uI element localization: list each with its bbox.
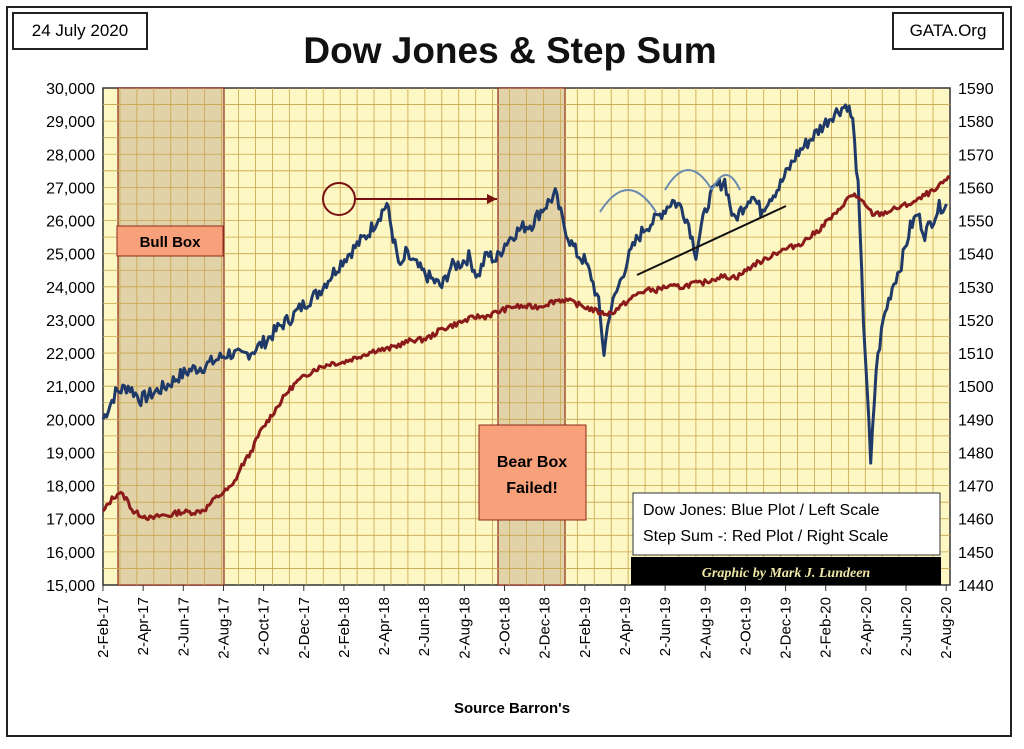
peak-arc bbox=[599, 189, 657, 213]
y-right-tick-label: 1450 bbox=[958, 545, 994, 562]
y-right-tick-label: 1480 bbox=[958, 445, 994, 462]
x-tick-label: 2-Oct-18 bbox=[497, 597, 514, 655]
legend-step-sum: Step Sum -: Red Plot / Right Scale bbox=[643, 528, 889, 545]
y-right-tick-label: 1530 bbox=[958, 280, 994, 297]
legend-box bbox=[632, 492, 941, 556]
series-lines bbox=[101, 103, 951, 522]
x-tick-label: 2-Dec-17 bbox=[296, 597, 313, 659]
y-left-tick-label: 18,000 bbox=[46, 479, 95, 496]
y-right-tick-label: 1440 bbox=[958, 578, 994, 595]
y-right-tick-label: 1550 bbox=[958, 214, 994, 231]
y-left-tick-label: 22,000 bbox=[46, 346, 95, 363]
x-tick-label: 2-Dec-19 bbox=[778, 597, 795, 659]
source-label: GATA.Org bbox=[892, 12, 1004, 50]
x-tick-label: 2-Oct-17 bbox=[256, 597, 273, 655]
x-tick-label: 2-Jun-18 bbox=[416, 597, 433, 656]
dow-jones-line bbox=[101, 103, 948, 465]
y-left-tick-label: 30,000 bbox=[46, 81, 95, 98]
y-right-tick-label: 1490 bbox=[958, 412, 994, 429]
chart-title: Dow Jones & Step Sum bbox=[303, 30, 717, 71]
x-tick-label: 2-Feb-17 bbox=[95, 597, 112, 658]
x-tick-label: 2-Apr-20 bbox=[858, 597, 875, 655]
date-label: 24 July 2020 bbox=[12, 12, 148, 50]
y-right-tick-label: 1590 bbox=[958, 81, 994, 98]
x-tick-label: 2-Aug-17 bbox=[215, 597, 232, 659]
y-right-tick-label: 1500 bbox=[958, 379, 994, 396]
legend-dow-jones: Dow Jones: Blue Plot / Left Scale bbox=[643, 502, 880, 519]
y-right-tick-label: 1560 bbox=[958, 180, 994, 197]
y-left-tick-label: 17,000 bbox=[46, 512, 95, 529]
x-tick-label: 2-Apr-17 bbox=[135, 597, 152, 655]
annotations: Bull Box Bear Box Failed! Dow Jones: Blue P… bbox=[116, 169, 941, 585]
y-right-tick-label: 1540 bbox=[958, 247, 994, 264]
bear-box-label-bg bbox=[478, 424, 587, 521]
x-tick-label: 2-Apr-18 bbox=[376, 597, 393, 655]
y-left-tick-label: 19,000 bbox=[46, 445, 95, 462]
y-right-tick-label: 1510 bbox=[958, 346, 994, 363]
x-tick-label: 2-Feb-20 bbox=[818, 597, 835, 658]
trend-line bbox=[636, 205, 787, 276]
x-tick-label: 2-Aug-20 bbox=[938, 597, 955, 659]
bear-box-label-line: Bear Box bbox=[497, 454, 567, 471]
y-left-tick-label: 28,000 bbox=[46, 147, 95, 164]
y-left-tick-label: 26,000 bbox=[46, 214, 95, 231]
x-tick-label: 2-Aug-19 bbox=[697, 597, 714, 659]
peak-arc bbox=[711, 174, 741, 191]
y-left-tick-label: 16,000 bbox=[46, 545, 95, 562]
x-tick-label: 2-Jun-19 bbox=[657, 597, 674, 656]
y-right-tick-label: 1570 bbox=[958, 147, 994, 164]
x-tick-label: 2-Jun-20 bbox=[898, 597, 915, 656]
y-left-tick-label: 25,000 bbox=[46, 247, 95, 264]
x-tick-label: 2-Feb-19 bbox=[577, 597, 594, 658]
peak-arrow-head bbox=[487, 194, 497, 204]
credit-banner bbox=[631, 557, 941, 585]
y-left-tick-label: 27,000 bbox=[46, 180, 95, 197]
x-tick-label: 2-Dec-18 bbox=[537, 597, 554, 659]
y-left-tick-label: 29,000 bbox=[46, 114, 95, 131]
y-left-tick-label: 20,000 bbox=[46, 412, 95, 429]
y-left-tick-label: 23,000 bbox=[46, 313, 95, 330]
y-right-tick-label: 1470 bbox=[958, 479, 994, 496]
y-right-tick-label: 1520 bbox=[958, 313, 994, 330]
bull-box-label: Bull Box bbox=[140, 234, 201, 251]
peak-circle bbox=[322, 182, 356, 216]
step-sum-line bbox=[101, 175, 951, 522]
y-left-tick-label: 24,000 bbox=[46, 280, 95, 297]
y-left-tick-label: 15,000 bbox=[46, 578, 95, 595]
x-tick-label: 2-Apr-19 bbox=[617, 597, 634, 655]
x-tick-label: 2-Feb-18 bbox=[336, 597, 353, 658]
y-left-tick-label: 21,000 bbox=[46, 379, 95, 396]
bear-box-label-line: Failed! bbox=[506, 480, 558, 497]
x-tick-label: 2-Jun-17 bbox=[175, 597, 192, 656]
x-tick-label: 2-Aug-18 bbox=[456, 597, 473, 659]
y-right-tick-label: 1580 bbox=[958, 114, 994, 131]
axes: 15,000 16,000 17,000 18,000 19,000 20,000 21,0… bbox=[46, 81, 994, 659]
x-tick-label: 2-Oct-19 bbox=[737, 597, 754, 655]
bull-box-label-bg bbox=[116, 225, 224, 257]
y-right-tick-label: 1460 bbox=[958, 512, 994, 529]
peak-arc bbox=[664, 169, 713, 191]
credit-text: Graphic by Mark J. Lundeen bbox=[702, 566, 871, 581]
x-axis-label: Source Barron's bbox=[453, 700, 571, 717]
